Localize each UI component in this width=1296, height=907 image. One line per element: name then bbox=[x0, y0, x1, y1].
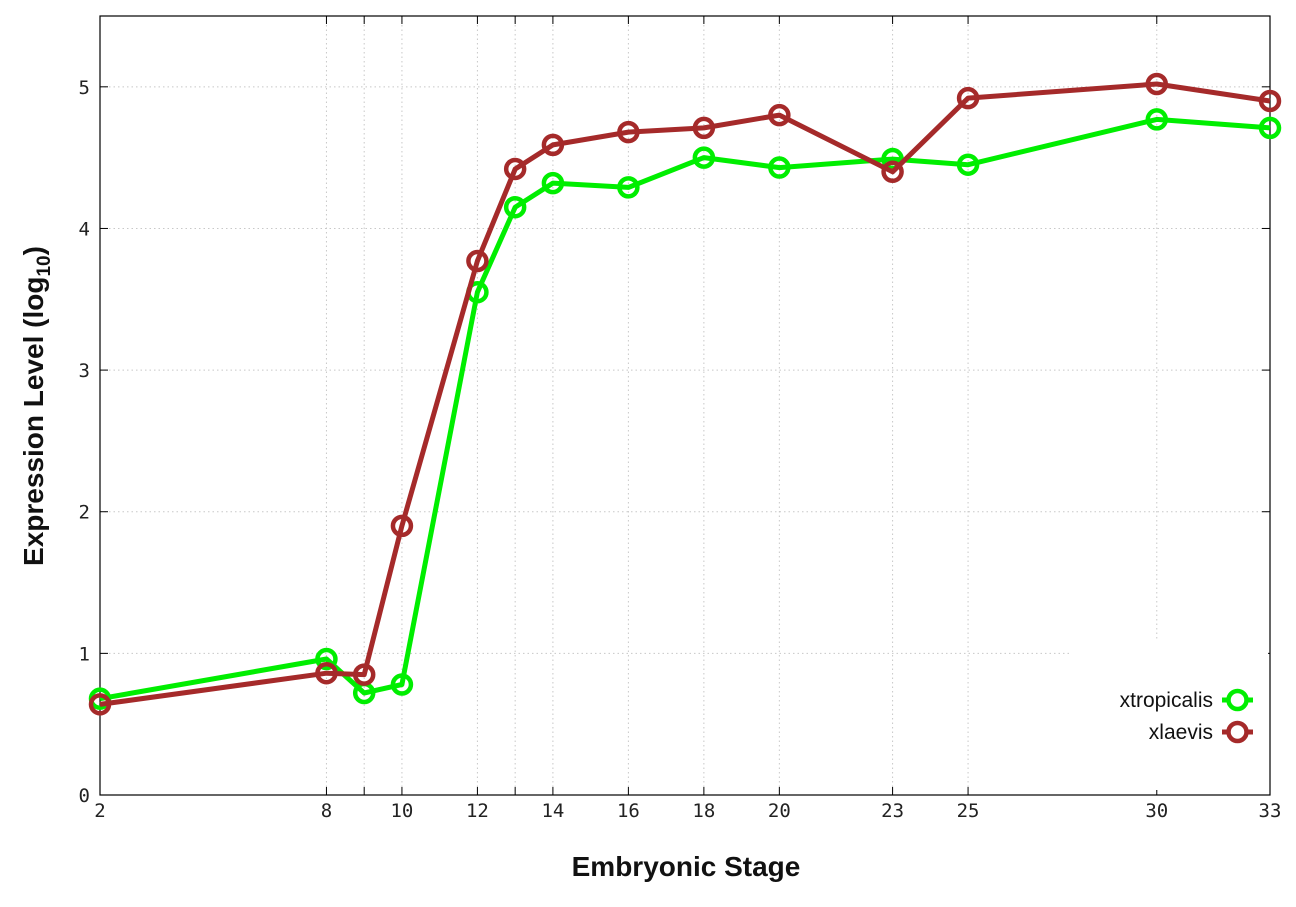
data-point-xlaevis bbox=[315, 661, 338, 685]
grid bbox=[100, 16, 1270, 795]
y-axis-title-subscript: 10 bbox=[34, 255, 55, 276]
legend-label-xtropicalis: xtropicalis bbox=[1120, 689, 1213, 712]
data-point-xtropicalis bbox=[768, 156, 791, 179]
x-tick-label: 30 bbox=[1145, 800, 1168, 822]
x-tick-label: 12 bbox=[466, 800, 489, 822]
legend: xtropicalis xlaevis bbox=[1120, 688, 1253, 744]
legend-label-xlaevis: xlaevis bbox=[1149, 721, 1213, 744]
data-point-xlaevis bbox=[956, 86, 980, 110]
data-point-xlaevis bbox=[466, 249, 489, 273]
data-point-xtropicalis bbox=[692, 146, 716, 169]
data-point-xtropicalis bbox=[390, 673, 414, 696]
data-point-xlaevis bbox=[768, 103, 791, 127]
y-axis-title-close: ) bbox=[18, 246, 49, 255]
x-tick-label: 23 bbox=[881, 800, 904, 822]
data-point-xlaevis bbox=[88, 693, 112, 716]
data-point-xtropicalis bbox=[1145, 108, 1169, 131]
series-xlaevis bbox=[88, 72, 1282, 716]
series-layer bbox=[88, 72, 1282, 716]
x-tick-label: 8 bbox=[321, 800, 332, 822]
x-tick-label: 14 bbox=[541, 800, 564, 822]
data-point-xlaevis bbox=[352, 663, 376, 686]
y-tick-label: 1 bbox=[79, 643, 90, 665]
series-xtropicalis bbox=[88, 108, 1282, 710]
x-tick-label: 10 bbox=[390, 800, 413, 822]
y-axis-title-main: Expression Level (log bbox=[18, 277, 49, 566]
data-point-xlaevis bbox=[617, 120, 640, 144]
data-point-xlaevis bbox=[1258, 89, 1282, 113]
data-point-xtropicalis bbox=[956, 153, 980, 176]
y-tick-label: 3 bbox=[79, 360, 90, 382]
data-point-xtropicalis bbox=[1258, 116, 1282, 140]
legend-marker-xlaevis bbox=[1226, 720, 1249, 744]
legend-background bbox=[1072, 640, 1268, 790]
legend-marker-xtropicalis bbox=[1226, 688, 1249, 712]
data-point-xtropicalis bbox=[315, 647, 338, 671]
data-point-xlaevis bbox=[881, 160, 904, 184]
y-tick-label: 5 bbox=[79, 77, 90, 99]
data-point-xlaevis bbox=[390, 514, 414, 538]
plot-frame bbox=[99, 15, 1271, 796]
x-tick-label: 2 bbox=[94, 800, 105, 822]
series-line-xlaevis bbox=[99, 81, 1271, 707]
x-axis-title: Embryonic Stage bbox=[572, 851, 801, 882]
series-line-xtropicalis bbox=[99, 116, 1271, 702]
data-point-xlaevis bbox=[541, 133, 565, 157]
x-tick-label: 33 bbox=[1259, 800, 1282, 822]
x-tick-label: 16 bbox=[617, 800, 640, 822]
x-tick-label: 25 bbox=[957, 800, 980, 822]
data-point-xtropicalis bbox=[541, 171, 565, 195]
y-tick-label: 4 bbox=[79, 218, 90, 240]
y-tick-label: 2 bbox=[79, 502, 90, 524]
data-point-xtropicalis bbox=[881, 147, 904, 171]
data-point-xlaevis bbox=[503, 157, 527, 181]
data-point-xlaevis bbox=[692, 116, 716, 140]
data-point-xlaevis bbox=[1145, 72, 1169, 96]
data-point-xtropicalis bbox=[617, 176, 640, 199]
x-tick-label: 20 bbox=[768, 800, 791, 822]
data-point-xtropicalis bbox=[503, 195, 527, 219]
x-tick-label: 18 bbox=[692, 800, 715, 822]
y-tick-label: 0 bbox=[79, 785, 90, 807]
y-axis-title: Expression Level (log10) bbox=[18, 246, 55, 566]
